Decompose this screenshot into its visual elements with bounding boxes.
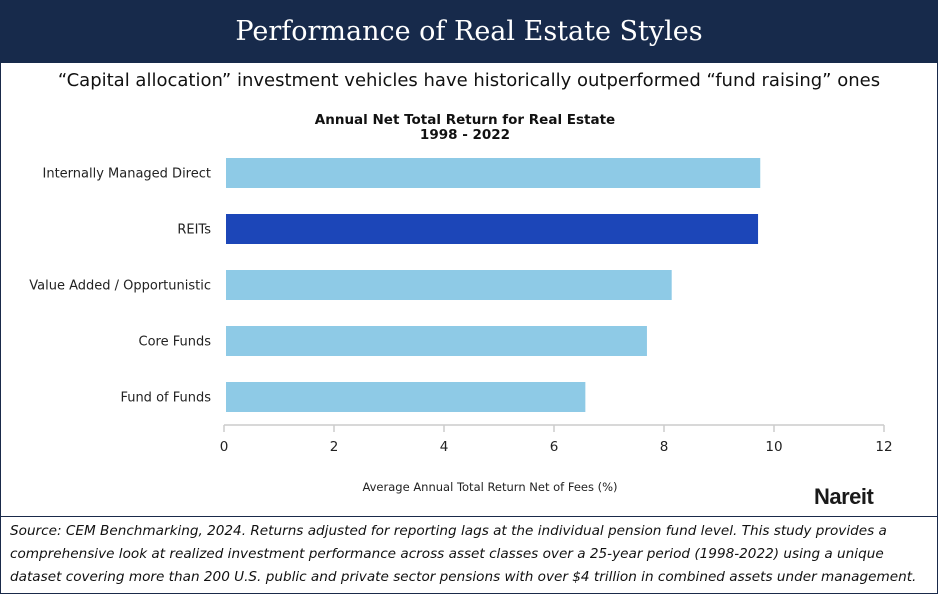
x-tick-label: 4 (440, 439, 449, 455)
category-label: Internally Managed Direct (43, 167, 212, 182)
category-label: Fund of Funds (120, 391, 211, 406)
category-label: Value Added / Opportunistic (29, 279, 211, 294)
chart-title-main: Annual Net Total Return for Real Estate (314, 112, 616, 128)
x-tick-label: 12 (875, 439, 892, 455)
bar (226, 326, 647, 356)
x-tick-label: 0 (220, 439, 229, 455)
bar (226, 270, 672, 300)
x-tick-label: 6 (550, 439, 559, 455)
category-label: Core Funds (139, 335, 212, 350)
chart-title: Annual Net Total Return for Real Estate … (265, 113, 665, 143)
x-axis-label: Average Annual Total Return Net of Fees … (362, 480, 618, 494)
chart-title-sub: 1998 - 2022 (419, 127, 511, 143)
page-title: Performance of Real Estate Styles (0, 0, 938, 63)
nareit-logo: Nareit (814, 484, 874, 509)
bar (226, 382, 586, 412)
bar (226, 158, 761, 188)
subtitle: “Capital allocation” investment vehicles… (57, 70, 881, 91)
bar (226, 214, 759, 244)
x-tick-label: 2 (330, 439, 339, 455)
x-tick-label: 8 (660, 439, 669, 455)
divider (0, 516, 938, 517)
category-label: REITs (177, 223, 211, 238)
source-note: Source: CEM Benchmarking, 2024. Returns … (10, 523, 917, 585)
x-tick-label: 10 (765, 439, 782, 455)
